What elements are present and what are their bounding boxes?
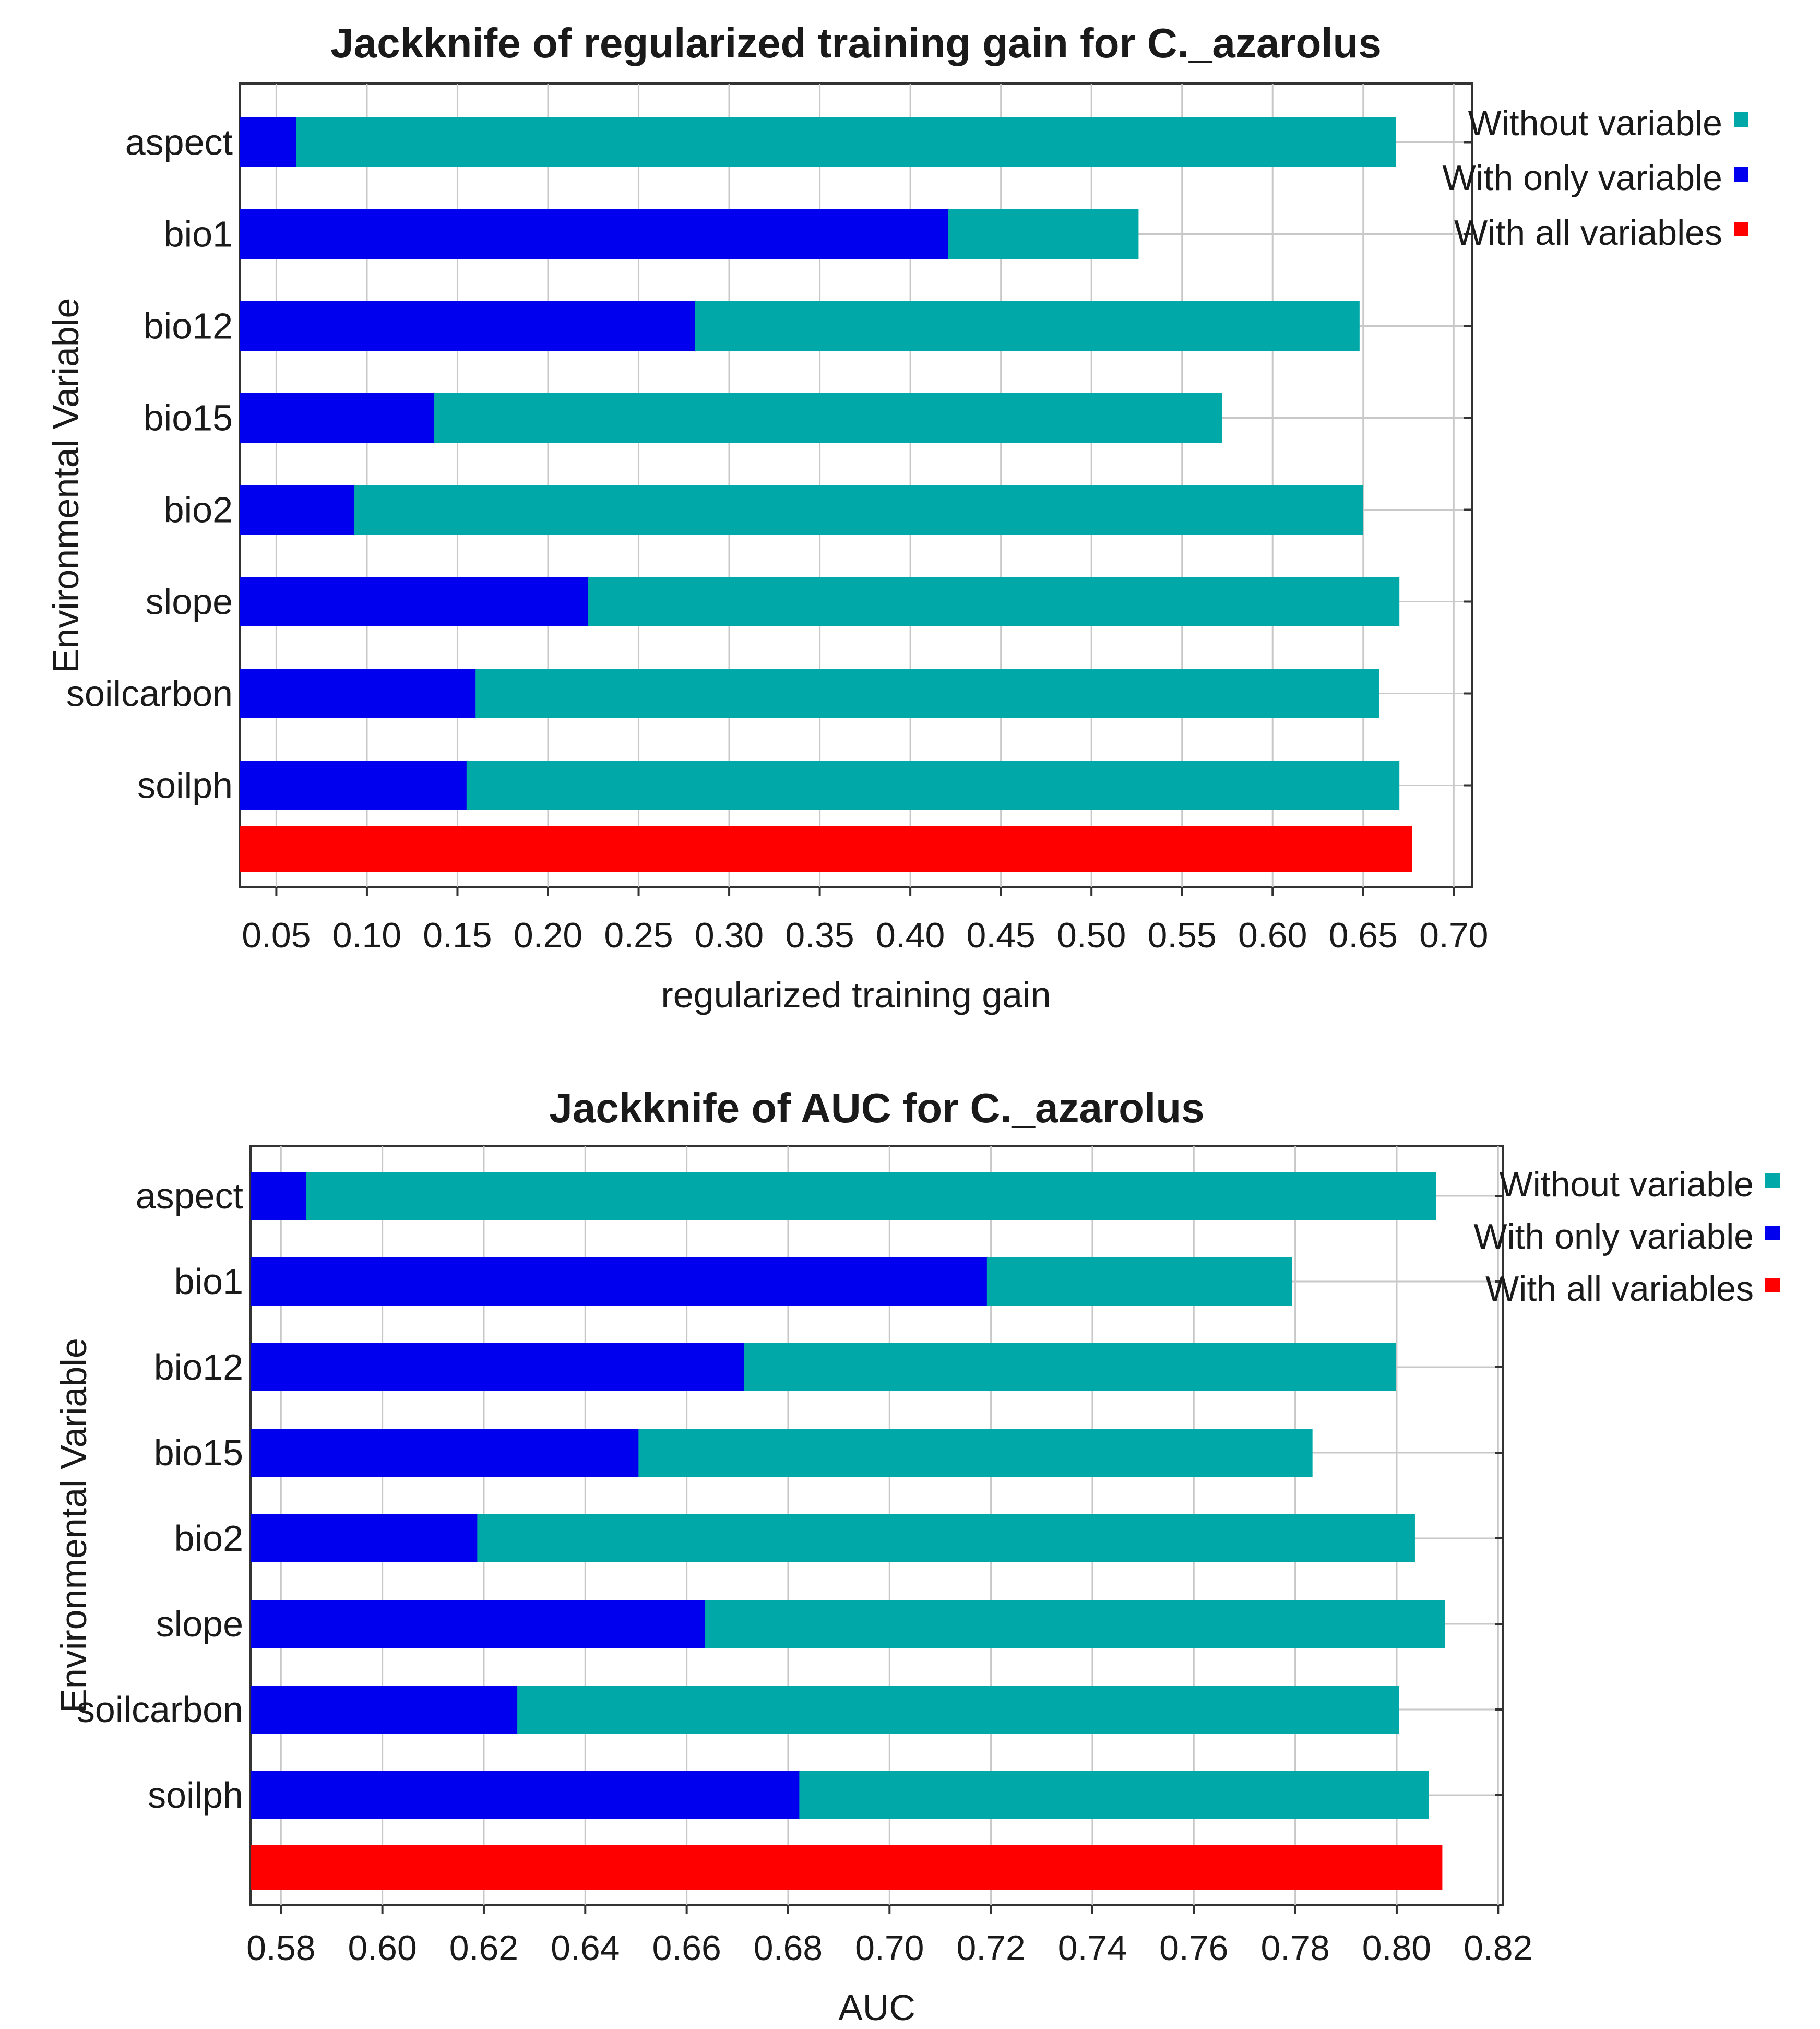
category-label: soilcarbon <box>66 673 233 714</box>
category-label: bio1 <box>164 214 233 255</box>
legend: Without variable With only variable With a… <box>1442 103 1748 253</box>
category-label: aspect <box>136 1176 243 1216</box>
tick-label-x: 0.60 <box>348 1928 417 1968</box>
bar-without-aspect <box>240 117 1396 167</box>
tick-label-x: 0.35 <box>785 916 854 955</box>
bar-with-only-bio15 <box>240 393 434 443</box>
category-label: bio2 <box>164 490 233 530</box>
legend-label: With all variables <box>1454 213 1722 253</box>
bar-with-only-slope <box>240 577 588 626</box>
tick-label-x: 0.66 <box>652 1928 721 1968</box>
bar-with-only-soilcarbon <box>240 669 476 718</box>
tick-label-x: 0.76 <box>1159 1928 1228 1968</box>
category-label: bio15 <box>154 1432 243 1473</box>
tick-label-x: 0.78 <box>1260 1928 1329 1968</box>
tick-label-x: 0.72 <box>956 1928 1025 1968</box>
category-label: bio12 <box>144 306 233 347</box>
legend-swatch <box>1765 1278 1780 1292</box>
chart-title: Jackknife of AUC for C._azarolus <box>549 1085 1204 1131</box>
bar-with-only-aspect <box>251 1172 306 1220</box>
tick-label-x: 0.80 <box>1362 1928 1431 1968</box>
category-label: bio15 <box>144 398 233 438</box>
tick-label-x: 0.82 <box>1464 1928 1532 1968</box>
legend-swatch <box>1734 222 1748 236</box>
tick-label-x: 0.15 <box>423 916 492 955</box>
bar-with-only-soilph <box>251 1771 800 1819</box>
category-label: aspect <box>125 122 233 163</box>
tick-label-x: 0.70 <box>855 1928 924 1968</box>
bar-with-only-bio15 <box>251 1429 639 1477</box>
bar-with-only-bio1 <box>240 209 948 259</box>
category-label: slope <box>156 1604 243 1644</box>
category-label: soilcarbon <box>77 1689 243 1730</box>
tick-label-x: 0.05 <box>242 916 311 955</box>
tick-label-x: 0.50 <box>1057 916 1126 955</box>
bar-with-all-variables <box>240 826 1412 872</box>
bar-with-only-bio12 <box>251 1343 744 1391</box>
bar-without-aspect <box>251 1172 1436 1220</box>
tick-label-x: 0.40 <box>876 916 945 955</box>
chart-title: Jackknife of regularized training gain f… <box>330 20 1382 66</box>
tick-label-x: 0.64 <box>551 1928 620 1968</box>
x-axis-label: regularized training gain <box>661 975 1051 1015</box>
tick-label-x: 0.55 <box>1148 916 1217 955</box>
legend-swatch <box>1734 167 1748 182</box>
tick-label-x: 0.10 <box>332 916 401 955</box>
tick-label-x: 0.20 <box>514 916 582 955</box>
legend-label: Without variable <box>1468 103 1722 143</box>
chart-1: Jackknife of regularized training gain f… <box>45 20 1748 1015</box>
legend-label: With all variables <box>1485 1269 1754 1309</box>
tick-label-x: 0.58 <box>246 1928 315 1968</box>
legend-swatch <box>1765 1226 1780 1240</box>
category-label: soilph <box>148 1775 243 1816</box>
legend-label: With only variable <box>1473 1217 1754 1256</box>
category-label: bio2 <box>174 1518 243 1559</box>
legend-label: Without variable <box>1499 1165 1754 1204</box>
tick-label-x: 0.68 <box>754 1928 823 1968</box>
bar-with-all-variables <box>251 1845 1443 1890</box>
bar-with-only-aspect <box>240 117 296 167</box>
category-label: bio12 <box>154 1347 243 1387</box>
bar-with-only-bio2 <box>240 485 354 535</box>
tick-label-x: 0.65 <box>1329 916 1398 955</box>
category-label: slope <box>146 582 233 622</box>
legend-label: With only variable <box>1442 158 1722 198</box>
legend-swatch <box>1734 112 1748 127</box>
category-label: soilph <box>137 765 233 806</box>
tick-label-x: 0.45 <box>966 916 1035 955</box>
bar-with-only-soilph <box>240 761 467 810</box>
bar-with-only-soilcarbon <box>251 1686 518 1734</box>
y-axis-label: Environmental Variable <box>53 1338 94 1713</box>
tick-label-x: 0.74 <box>1058 1928 1127 1968</box>
tick-label-x: 0.60 <box>1238 916 1307 955</box>
y-axis-label: Environmental Variable <box>45 298 86 673</box>
legend-swatch <box>1765 1173 1780 1188</box>
chart-2: Jackknife of AUC for C._azarolus 0.58 0.60… <box>53 1085 1780 2028</box>
tick-label-x: 0.25 <box>604 916 673 955</box>
bar-with-only-bio2 <box>251 1514 478 1562</box>
legend: Without variable With only variable With a… <box>1473 1165 1780 1309</box>
tick-label-x: 0.30 <box>695 916 764 955</box>
bar-with-only-slope <box>251 1600 705 1648</box>
bar-without-bio2 <box>240 485 1363 535</box>
bar-with-only-bio12 <box>240 301 695 351</box>
tick-label-x: 0.70 <box>1419 916 1488 955</box>
x-axis-label: AUC <box>838 1987 915 2028</box>
category-label: bio1 <box>174 1261 243 1302</box>
tick-label-x: 0.62 <box>449 1928 518 1968</box>
bar-with-only-bio1 <box>251 1257 987 1306</box>
